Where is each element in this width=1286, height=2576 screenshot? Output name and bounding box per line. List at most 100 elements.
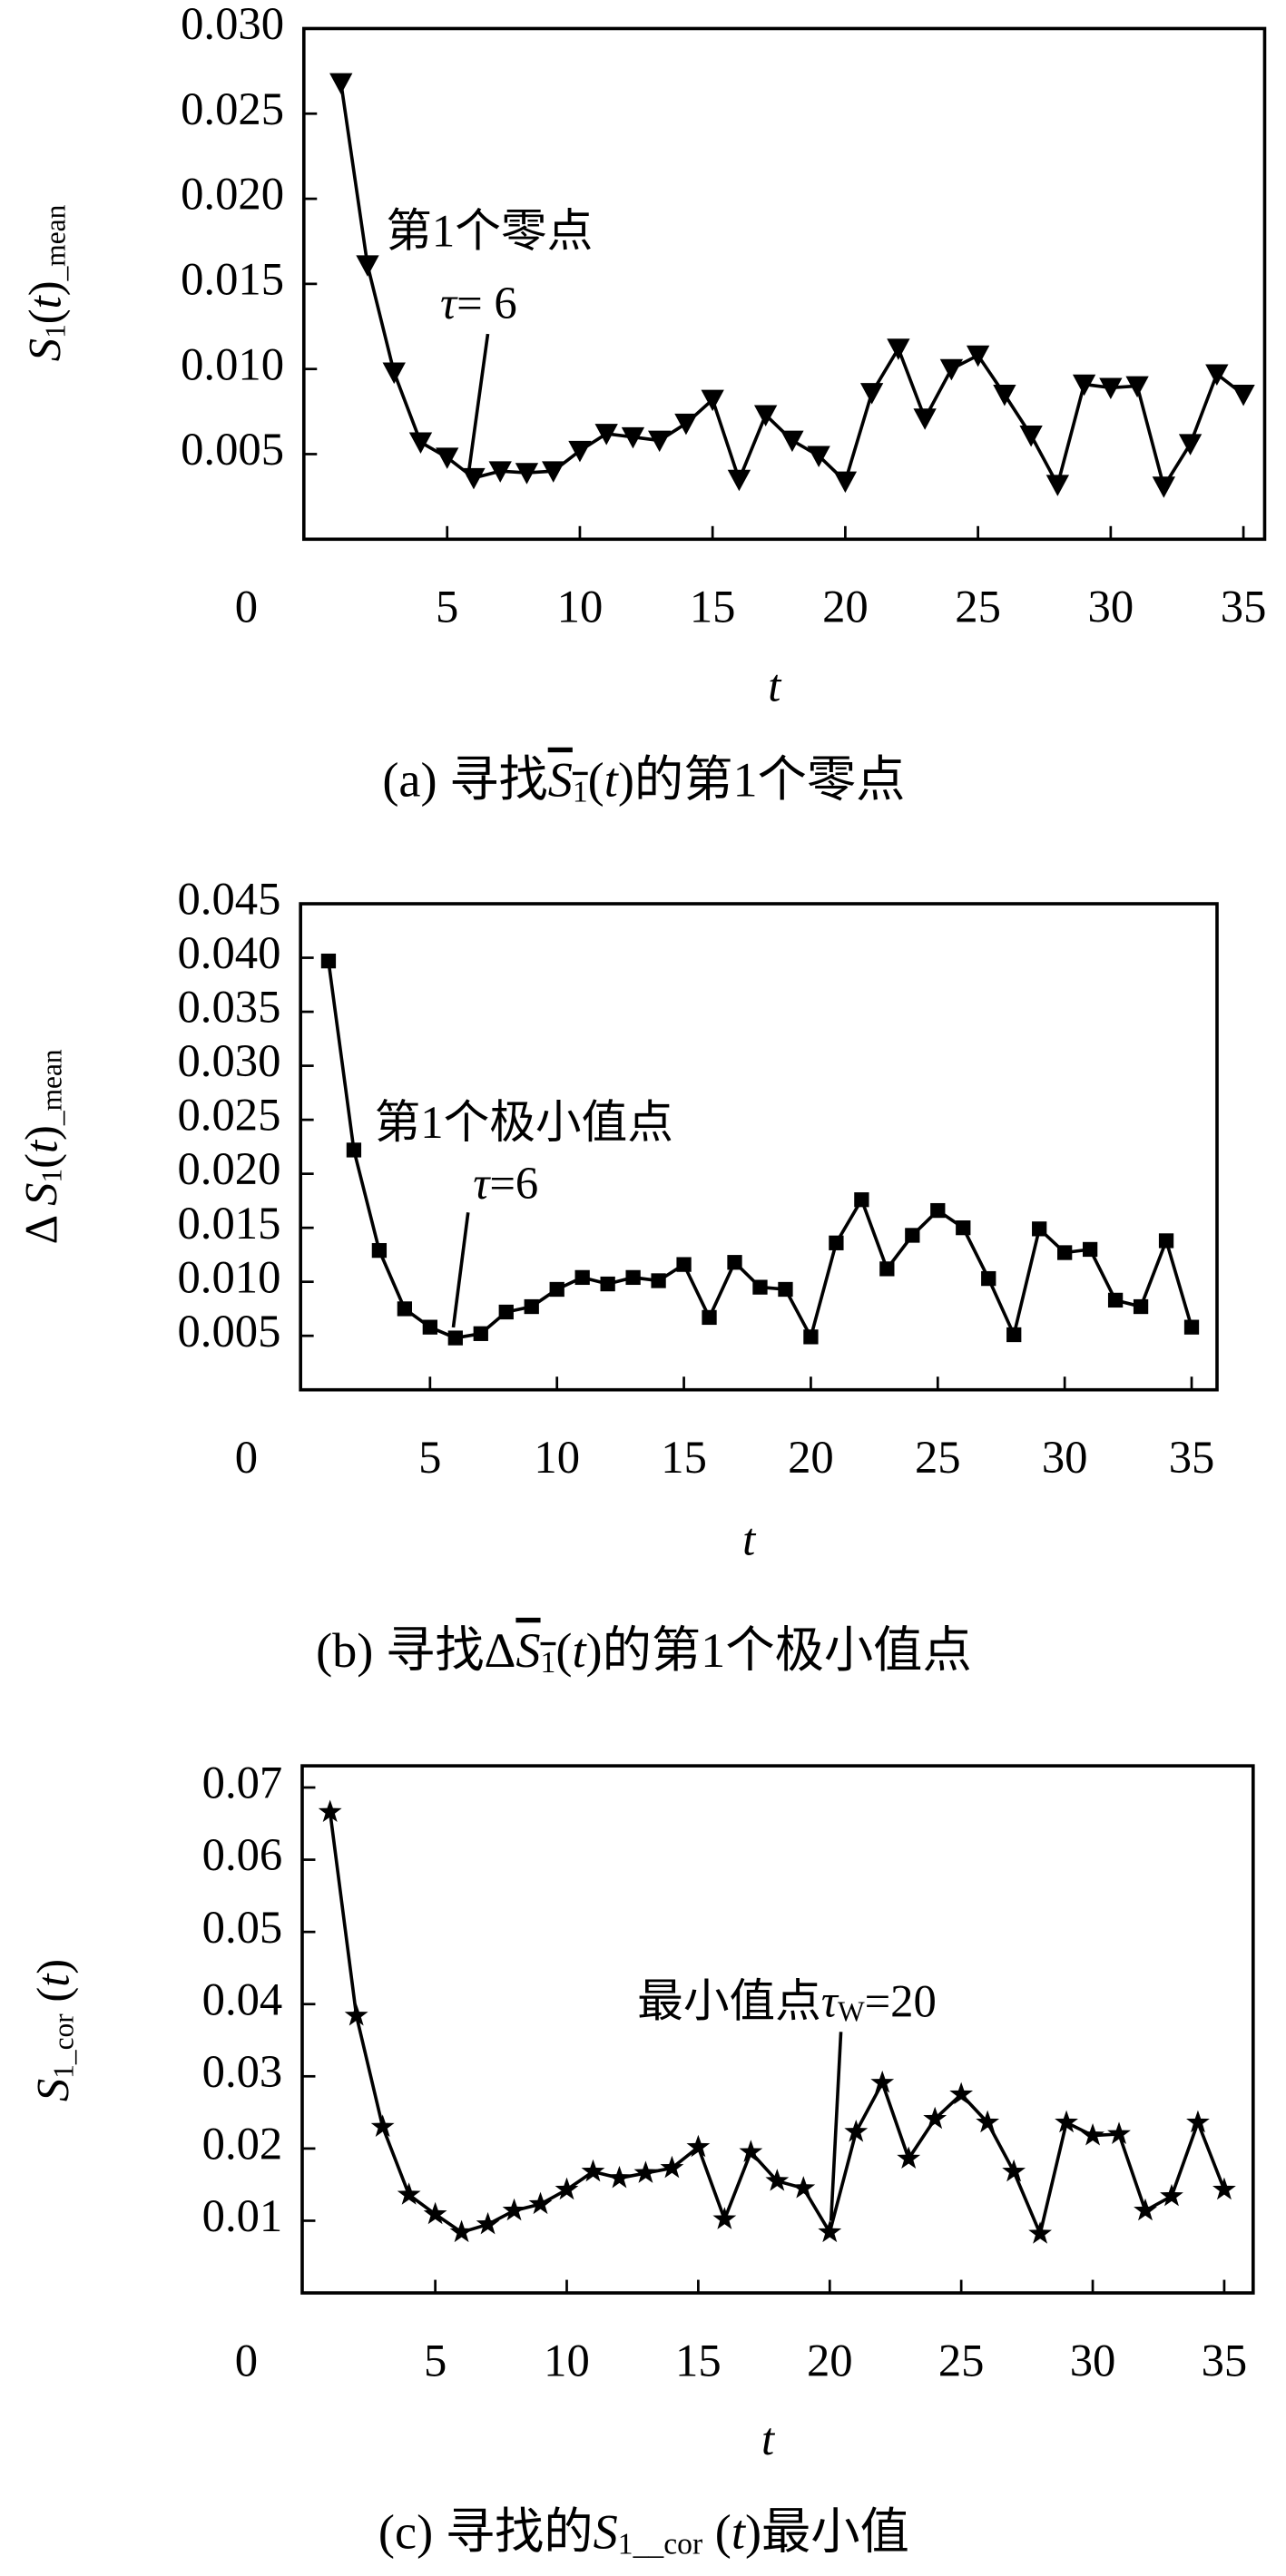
x-tick-label: 30	[1088, 582, 1134, 632]
text-part: S	[594, 2505, 618, 2560]
marker	[498, 1304, 514, 1320]
text-part: 1__cor	[618, 2528, 702, 2561]
x-tick-label: 20	[788, 1432, 834, 1483]
annotation-arrow	[466, 333, 490, 477]
text-part: (a) 寻找	[382, 753, 547, 808]
text-part: _mean	[39, 204, 71, 281]
marker	[1125, 376, 1149, 398]
marker	[1006, 1327, 1022, 1343]
y-tick-label: 0.01	[202, 2190, 283, 2241]
marker	[791, 2176, 816, 2199]
marker	[651, 1273, 666, 1288]
text-part: t	[19, 294, 70, 309]
text-part: )	[19, 280, 70, 296]
y-axis-label: Δ S1(t)_mean	[15, 1049, 67, 1244]
marker	[859, 383, 884, 405]
marker	[344, 2003, 368, 2026]
marker	[581, 2159, 605, 2182]
marker	[1158, 1233, 1174, 1249]
y-tick-label: 0.02	[202, 2119, 283, 2170]
marker	[1205, 364, 1229, 386]
x-tick-label: 10	[534, 1432, 580, 1483]
annotation-arrow	[451, 1212, 470, 1328]
y-tick-label: 0.030	[177, 1035, 280, 1086]
marker	[966, 345, 990, 367]
text-part: 1	[573, 776, 588, 809]
marker	[574, 1269, 590, 1286]
y-tick-label: 0.035	[177, 982, 280, 1033]
x-tick-label: 35	[1169, 1432, 1215, 1483]
marker	[1057, 1245, 1073, 1260]
marker	[542, 461, 565, 483]
x-tick-label: 5	[418, 1432, 441, 1483]
x-tick-label: 10	[557, 582, 604, 632]
y-tick-label: 0.010	[177, 1251, 280, 1302]
marker	[1081, 2122, 1104, 2146]
marker	[887, 338, 910, 360]
marker	[356, 255, 379, 277]
marker	[765, 2169, 790, 2191]
x-tick-label: 35	[1202, 2335, 1248, 2385]
y-tick-label: 0.030	[181, 0, 284, 49]
marker	[1032, 1221, 1047, 1237]
marker	[594, 424, 618, 446]
x-tick-label: 15	[675, 2335, 722, 2385]
marker	[1072, 374, 1096, 397]
y-axis-label: S1(t)_mean	[19, 204, 71, 361]
text-part: (	[15, 1153, 66, 1169]
marker	[370, 2114, 395, 2137]
annotation-arrow	[829, 2032, 843, 2221]
marker	[1107, 1292, 1124, 1308]
text-part: S	[515, 1623, 540, 1678]
marker	[949, 2081, 974, 2105]
marker	[879, 1261, 895, 1277]
x-tick-label: 30	[1042, 1432, 1088, 1483]
plot-frame	[299, 902, 1219, 1392]
marker	[1107, 2121, 1131, 2144]
marker	[854, 1192, 869, 1208]
marker	[447, 1330, 463, 1346]
annotation: 最小值点τW=20	[637, 1975, 937, 2027]
marker	[1186, 2110, 1210, 2133]
y-axis-label: S1_cor (t)	[27, 1959, 79, 2101]
y-tick-label: 0.05	[202, 1902, 283, 1953]
marker	[897, 2146, 921, 2170]
x-tick-label: 15	[661, 1432, 707, 1483]
text-part: t	[572, 1623, 587, 1678]
marker	[993, 384, 1016, 406]
text-part: (	[702, 2505, 731, 2560]
text-part: _mean	[35, 1049, 67, 1126]
text-part: (	[27, 1987, 78, 2014]
marker	[1045, 475, 1070, 496]
x-tick-label: 20	[822, 582, 869, 632]
marker	[600, 1276, 615, 1292]
x-tick-label: 25	[938, 2335, 985, 2385]
marker	[702, 1309, 717, 1326]
text-part: S	[19, 338, 70, 361]
text-part: )的第1个极小值点	[586, 1623, 972, 1678]
marker	[712, 2207, 737, 2229]
marker	[462, 467, 486, 490]
text-part: S	[548, 753, 573, 808]
marker	[476, 2211, 500, 2235]
text-part: (	[19, 309, 70, 324]
x-tick-label: 30	[1070, 2335, 1116, 2385]
marker	[371, 1242, 388, 1259]
y-tick-label: 0.020	[181, 169, 284, 220]
marker	[408, 432, 433, 455]
marker	[1055, 2110, 1078, 2133]
text-part: W	[838, 1995, 865, 2027]
marker	[1183, 1319, 1200, 1335]
marker	[905, 1228, 920, 1243]
marker	[320, 953, 337, 969]
marker	[607, 2165, 632, 2189]
y-tick-label: 0.025	[181, 83, 284, 134]
text-part: 1	[35, 1169, 67, 1183]
marker	[488, 461, 512, 483]
marker	[318, 1799, 342, 1823]
y-tick-label: 0.010	[181, 338, 284, 389]
marker	[1160, 2183, 1183, 2207]
annotation: 第1个零点	[386, 205, 593, 256]
text-part: (	[588, 753, 604, 808]
